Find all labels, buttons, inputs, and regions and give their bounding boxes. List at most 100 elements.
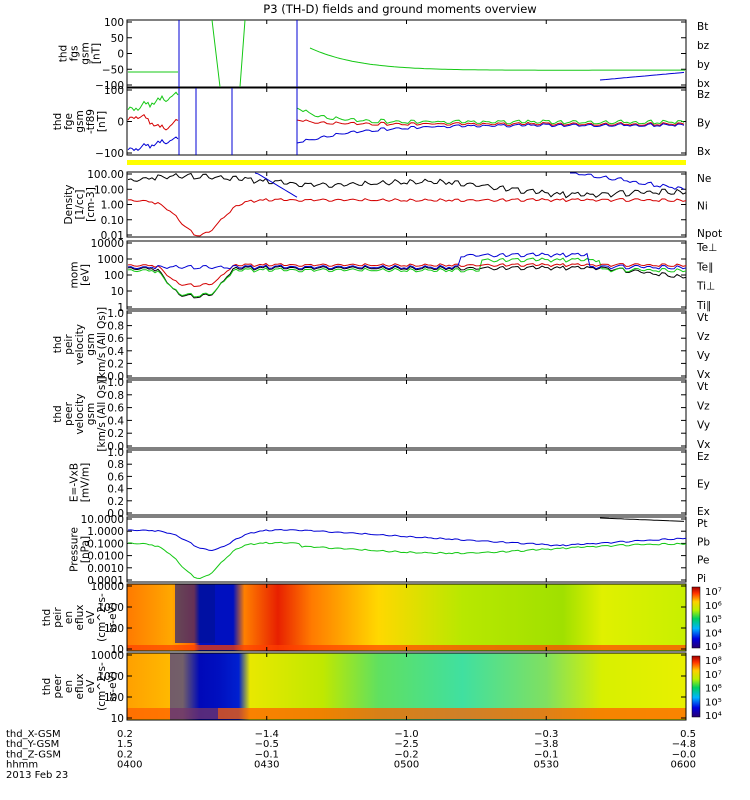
pressure-legend-1: Pb <box>697 536 710 548</box>
peirvel-legend-2: Vy <box>697 350 710 362</box>
efield-legend-1: Ey <box>697 479 710 491</box>
peir_spec-ylabel: sr-eV) <box>107 602 119 633</box>
y-tick-label: 10 <box>111 286 124 298</box>
peer_spec-ylabel: en <box>63 680 75 693</box>
y-tick-label: 0.8 <box>107 390 124 402</box>
ephemeris-value: 1.5 <box>117 739 133 750</box>
peir_spec-colorbar-label: 10⁷ <box>705 587 722 598</box>
peir_spec-colorbar-label: 10⁴ <box>705 628 722 639</box>
peir_spec-ylabel: en <box>63 611 75 624</box>
y-tick-label: 10000 <box>91 650 124 662</box>
fge-ylabel: [nT] <box>96 111 108 132</box>
peervel-legend-2: Vy <box>697 420 710 432</box>
plot-title: P3 (TH-D) fields and ground moments over… <box>263 2 536 16</box>
y-tick-label: 50 <box>111 33 124 45</box>
y-tick-label: 0.4 <box>107 415 124 427</box>
temp-ylabel: [eV] <box>80 264 92 286</box>
fge-series-green <box>296 107 685 125</box>
y-tick-label: 10000 <box>91 238 124 250</box>
fgs-legend-2: by <box>697 59 710 71</box>
peervel-frame <box>126 379 687 449</box>
temp-series-blue <box>127 252 687 270</box>
fgs-legend-0: Bt <box>697 21 708 33</box>
peir_spec-ylabel: (cm^2-s- <box>96 593 108 642</box>
pressure-legend-0: Pt <box>697 518 707 530</box>
ephemeris-value: −0.0 <box>672 749 696 760</box>
ephemeris-value: −0.5 <box>255 739 279 750</box>
ephemeris-value: 0.2 <box>117 749 133 760</box>
peer_spec-ylabel: peer <box>52 674 64 699</box>
fgs-series-green <box>309 47 685 71</box>
y-tick-label: 0.10 <box>101 215 124 227</box>
peirvel-legend-3: Vx <box>697 369 710 381</box>
peir-spectrogram-fill <box>127 584 686 651</box>
fgs-ylabel: gsm <box>80 42 92 64</box>
peer_spec-colorbar-label: 10⁶ <box>705 684 722 695</box>
y-tick-label: 0.2 <box>107 428 124 440</box>
peer_spec-ylabel: eflux <box>74 674 86 700</box>
y-tick-label: 0.01 <box>101 230 124 242</box>
peervel-ylabel: thd <box>52 405 64 422</box>
peervel-legend-0: Vt <box>697 381 708 393</box>
fge-ylabel: thd <box>52 113 64 130</box>
fgs-ylabel: thd <box>58 45 70 62</box>
peirvel-ylabel: peir <box>63 334 75 355</box>
pressure-series-blue <box>127 528 687 552</box>
y-tick-label: 0.0001 <box>87 575 124 587</box>
peervel-ylabel: velocity <box>74 393 86 434</box>
ephemeris-value: 0.5 <box>680 729 696 740</box>
ephemeris-value: −1.4 <box>255 729 279 740</box>
ephemeris-label: 2013 Feb 23 <box>6 770 68 781</box>
y-tick-label: −50 <box>102 64 124 76</box>
fge-series-blue <box>296 123 685 144</box>
peir_spec-colorbar-label: 10⁵ <box>705 615 722 626</box>
ephemeris-label: thd_X-GSM <box>6 729 61 740</box>
fgs-ylabel: fgs <box>69 46 81 62</box>
fge-series-red <box>127 113 179 131</box>
y-tick-label: 0.0 <box>107 441 124 453</box>
status-bar <box>127 160 686 165</box>
peervel-legend-1: Vz <box>697 400 710 412</box>
peer_spec-ylabel: thd <box>41 678 53 695</box>
pressure-series-green <box>127 541 687 580</box>
y-tick-label: 0.6 <box>107 403 124 415</box>
peer_spec-ylabel: eV <box>85 679 97 693</box>
peirvel-legend-0: Vt <box>697 312 708 324</box>
y-tick-label: 0 <box>117 117 124 129</box>
peir-dropout <box>175 584 215 643</box>
y-tick-label: 10.00 <box>94 184 124 196</box>
y-tick-label: 100 <box>104 17 124 29</box>
ephemeris-value: 0600 <box>671 760 696 771</box>
fge-ylabel: -tf89 <box>85 109 97 134</box>
temp-frame <box>126 240 687 310</box>
temp-series-red <box>127 262 687 288</box>
y-tick-label: 1000 <box>97 671 124 683</box>
density-series-blue <box>254 172 298 198</box>
y-tick-label: 100 <box>104 85 124 97</box>
peer_spec-ylabel: sr-eV) <box>107 671 119 702</box>
y-tick-label: 0 <box>117 49 124 61</box>
peirvel-ylabel: [km/s (All Qs)] <box>96 307 108 382</box>
ephemeris-value: 0530 <box>534 760 559 771</box>
ephemeris-value: −0.1 <box>534 749 558 760</box>
density-legend-2: Npot <box>697 228 722 240</box>
pressure-legend-3: Pi <box>697 573 706 585</box>
ephemeris-value: −3.8 <box>534 739 558 750</box>
fge-ylabel: gsm <box>74 110 86 132</box>
y-tick-label: 0.0 <box>107 508 124 520</box>
efield-ylabel: [mV/m] <box>80 463 92 502</box>
temp-legend-3: Ti∥ <box>696 300 711 312</box>
density-ylabel: [1/cc] <box>74 190 86 220</box>
fgs-frame <box>126 19 687 88</box>
efield-legend-0: Ez <box>697 451 710 463</box>
ephemeris-value: −0.1 <box>255 749 279 760</box>
efield-legend-2: Ex <box>697 506 710 518</box>
y-tick-label: 0.6 <box>107 333 124 345</box>
y-tick-label: 0.2 <box>107 358 124 370</box>
fge-spikes <box>178 88 298 155</box>
peervel-ylabel: gsm <box>85 403 97 425</box>
density-ylabel: [cm-3] <box>85 187 97 222</box>
y-tick-label: 10000 <box>91 581 124 593</box>
y-tick-label: −100 <box>95 148 124 160</box>
